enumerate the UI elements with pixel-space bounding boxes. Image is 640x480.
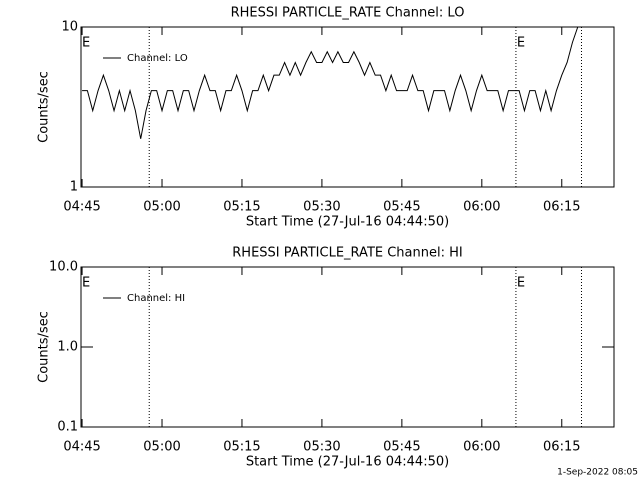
x-axis-label: Start Time (27-Jul-16 04:44:50) <box>246 455 449 470</box>
y-tick-label: 10 <box>61 20 78 35</box>
data-line <box>82 27 584 139</box>
y-tick-label: 10.0 <box>49 260 78 275</box>
x-tick-label: 04:45 <box>63 200 100 215</box>
x-tick-label: 05:45 <box>383 440 420 455</box>
x-tick-label: 05:30 <box>303 440 340 455</box>
y-axis-label: Counts/sec <box>37 71 52 143</box>
y-axis-label: Counts/sec <box>37 311 52 383</box>
legend-label: Channel: HI <box>127 293 185 304</box>
legend-label: Channel: LO <box>127 53 188 64</box>
annotation: E <box>82 276 90 291</box>
chart-title: RHESSI PARTICLE_RATE Channel: LO <box>231 6 465 21</box>
x-tick-label: 05:30 <box>303 200 340 215</box>
x-tick-label: 05:00 <box>143 200 180 215</box>
annotation: E <box>82 36 90 51</box>
y-tick-label: 1.0 <box>57 340 78 355</box>
plot-frame <box>80 26 615 188</box>
x-tick-label: 05:45 <box>383 200 420 215</box>
x-tick-label: 05:00 <box>143 440 180 455</box>
chart-title: RHESSI PARTICLE_RATE Channel: HI <box>232 246 462 261</box>
x-tick-label: 06:15 <box>543 200 580 215</box>
x-tick-label: 06:00 <box>463 440 500 455</box>
x-tick-label: 05:15 <box>223 200 260 215</box>
annotation: E <box>517 276 525 291</box>
x-tick-label: 04:45 <box>63 440 100 455</box>
panel: RHESSI PARTICLE_RATE Channel: HI Start Ti… <box>37 246 615 470</box>
x-tick-label: 06:15 <box>543 440 580 455</box>
y-tick-label: 0.1 <box>57 420 78 435</box>
panel: RHESSI PARTICLE_RATE Channel: LO Start Ti… <box>37 6 615 230</box>
x-axis-label: Start Time (27-Jul-16 04:44:50) <box>246 215 449 230</box>
x-tick-label: 06:00 <box>463 200 500 215</box>
y-tick-label: 1 <box>70 180 78 195</box>
x-tick-label: 05:15 <box>223 440 260 455</box>
annotation: E <box>517 36 525 51</box>
footer: 1-Sep-2022 08:05 <box>557 468 638 478</box>
